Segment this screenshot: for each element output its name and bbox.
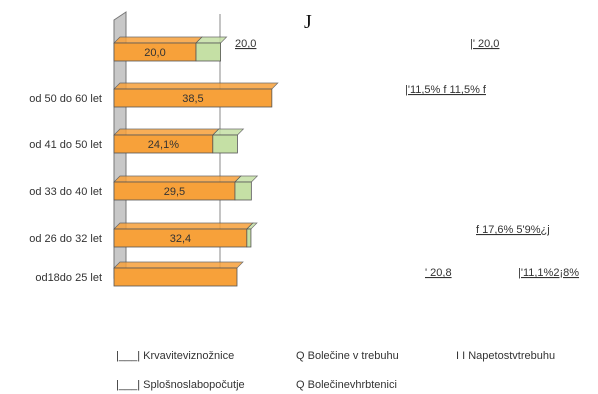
bar-1-2	[212, 134, 238, 154]
bar-1-0	[195, 42, 222, 62]
side-label-5-1: |'11,1%2¡8%	[518, 267, 579, 279]
legend-item-1: Q Bolečine v trebuhu	[296, 350, 399, 362]
bar-top-0-0	[113, 36, 203, 44]
side-label-0-1: |' 20,0	[470, 38, 499, 50]
legend-label-2: Napetostvtrebuhu	[468, 350, 555, 362]
bar-label-3: 29,5	[164, 186, 185, 198]
category-label-2: od 41 do 50 let	[29, 139, 102, 151]
bar-1-4	[246, 228, 252, 248]
bar-top-0-1	[113, 82, 279, 90]
bar-label-0: 20,0	[144, 47, 165, 59]
side-label-5-0: ' 20,8	[425, 267, 452, 279]
bar-1-3	[234, 181, 252, 201]
category-label-5: od18do 25 let	[35, 272, 102, 284]
legend-item-4: Q Bolečinevhrbtenici	[296, 379, 397, 391]
legend-label-4: Bolečinevhrbtenici	[308, 379, 397, 391]
legend-item-0: |___| Krvaviteviznožnice	[116, 350, 234, 362]
legend-item-3: |___| Splošnoslabopočutje	[116, 379, 245, 391]
category-label-4: od 26 do 32 let	[29, 233, 102, 245]
legend-label-0: Krvaviteviznožnice	[143, 350, 234, 362]
bar-top-0-4	[113, 222, 254, 230]
category-label-1: od 50 do 60 let	[29, 93, 102, 105]
legend-label-1: Bolečine v trebuhu	[308, 350, 399, 362]
category-label-3: od 33 do 40 let	[29, 186, 102, 198]
bar-0-5	[113, 267, 238, 287]
bar-top-0-5	[113, 261, 244, 269]
legend-item-2: I I Napetostvtrebuhu	[456, 350, 555, 362]
side-label-4-0: f 17,6% 5'9%¿j	[476, 224, 550, 236]
bar-label-4: 32,4	[170, 233, 191, 245]
stray-glyph: J	[304, 11, 312, 33]
bar-0-1	[113, 88, 273, 108]
bar-top-0-2	[113, 128, 220, 136]
bar-top-0-3	[113, 175, 242, 183]
bar-label-1: 38,5	[182, 93, 203, 105]
legend-label-3: Splošnoslabopočutje	[143, 379, 245, 391]
bar-label-2: 24,1%	[148, 139, 179, 151]
side-label-1-0: |'11,5% f 11,5% f	[405, 84, 487, 96]
side-label-0-0: 20,0	[235, 38, 256, 50]
